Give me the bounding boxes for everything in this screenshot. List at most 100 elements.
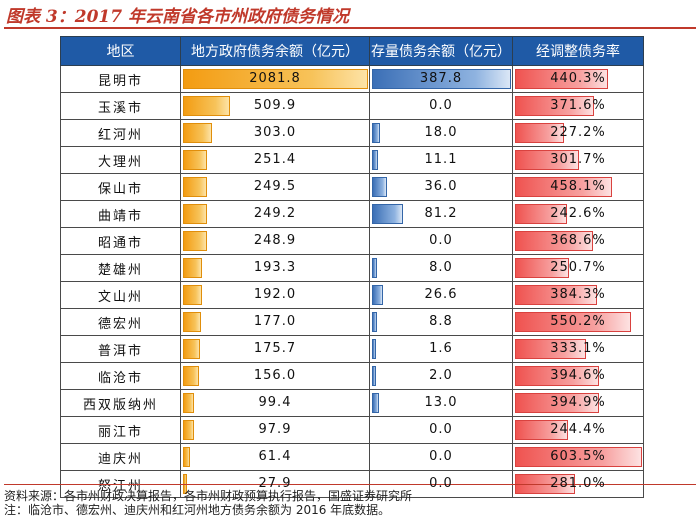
adjusted-ratio-value: 250.7% xyxy=(550,260,606,275)
stock-debt-cell: 0.0 xyxy=(369,92,513,120)
adjusted-ratio-cell: 384.3% xyxy=(512,281,644,309)
footer-divider xyxy=(4,484,696,485)
table-row: 怒江州 27.9 0.0 281.0% xyxy=(60,470,644,498)
table-row: 玉溪市 509.9 0.0 371.6% xyxy=(60,92,644,120)
region-name: 昭通市 xyxy=(60,227,181,255)
local-debt-cell: 249.2 xyxy=(180,200,370,228)
adjusted-ratio-cell: 371.6% xyxy=(512,92,644,120)
stock-debt-cell: 0.0 xyxy=(369,416,513,444)
stock-debt-cell: 1.6 xyxy=(369,335,513,363)
local-debt-value: 249.2 xyxy=(253,206,297,221)
local-debt-value: 61.4 xyxy=(258,449,292,464)
local-debt-bar xyxy=(183,420,194,440)
stock-debt-cell: 13.0 xyxy=(369,389,513,417)
adjusted-ratio-bar xyxy=(515,393,599,413)
region-name: 大理州 xyxy=(60,146,181,174)
adjusted-ratio-bar xyxy=(515,177,612,197)
local-debt-cell: 156.0 xyxy=(180,362,370,390)
local-debt-cell: 61.4 xyxy=(180,443,370,471)
table-row: 曲靖市 249.2 81.2 242.6% xyxy=(60,200,644,228)
table-row: 文山州 192.0 26.6 384.3% xyxy=(60,281,644,309)
stock-debt-value: 11.1 xyxy=(424,152,458,167)
table-row: 德宏州 177.0 8.8 550.2% xyxy=(60,308,644,336)
adjusted-ratio-bar xyxy=(515,231,594,251)
adjusted-ratio-bar xyxy=(515,339,586,359)
local-debt-value: 192.0 xyxy=(253,287,297,302)
stock-debt-bar xyxy=(372,366,376,386)
table-row: 迪庆州 61.4 0.0 603.5% xyxy=(60,443,644,471)
stock-debt-cell: 0.0 xyxy=(369,443,513,471)
stock-debt-bar xyxy=(372,285,384,305)
stock-debt-cell: 8.0 xyxy=(369,254,513,282)
adjusted-ratio-cell: 394.6% xyxy=(512,362,644,390)
local-debt-bar xyxy=(183,150,208,170)
local-debt-value: 2081.8 xyxy=(249,71,301,86)
stock-debt-bar xyxy=(372,177,387,197)
local-debt-bar xyxy=(183,123,212,143)
adjusted-ratio-cell: 301.7% xyxy=(512,146,644,174)
local-debt-cell: 248.9 xyxy=(180,227,370,255)
adjusted-ratio-value: 371.6% xyxy=(550,98,606,113)
local-debt-value: 156.0 xyxy=(253,368,297,383)
page-title: 图表 3：2017 年云南省各市州政府债务情况 xyxy=(6,7,349,27)
local-debt-bar xyxy=(183,366,199,386)
table-row: 昆明市 2081.8 387.8 440.3% xyxy=(60,65,644,93)
local-debt-bar xyxy=(183,258,202,278)
region-name: 文山州 xyxy=(60,281,181,309)
local-debt-cell: 303.0 xyxy=(180,119,370,147)
adjusted-ratio-cell: 250.7% xyxy=(512,254,644,282)
stock-debt-bar xyxy=(372,123,381,143)
adjusted-ratio-bar xyxy=(515,123,565,143)
stock-debt-value: 1.6 xyxy=(429,341,453,356)
region-name: 临沧市 xyxy=(60,362,181,390)
stock-debt-value: 81.2 xyxy=(424,206,458,221)
stock-debt-bar xyxy=(372,312,378,332)
region-name: 玉溪市 xyxy=(60,92,181,120)
adjusted-ratio-value: 227.2% xyxy=(550,125,606,140)
region-name: 丽江市 xyxy=(60,416,181,444)
adjusted-ratio-cell: 394.9% xyxy=(512,389,644,417)
local-debt-bar xyxy=(183,447,191,467)
table-row: 大理州 251.4 11.1 301.7% xyxy=(60,146,644,174)
stock-debt-bar xyxy=(372,258,377,278)
stock-debt-bar xyxy=(372,393,379,413)
local-debt-cell: 99.4 xyxy=(180,389,370,417)
adjusted-ratio-value: 368.6% xyxy=(550,233,606,248)
local-debt-value: 509.9 xyxy=(253,98,297,113)
local-debt-cell: 251.4 xyxy=(180,146,370,174)
adjusted-ratio-cell: 550.2% xyxy=(512,308,644,336)
stock-debt-cell: 8.8 xyxy=(369,308,513,336)
adjusted-ratio-cell: 244.4% xyxy=(512,416,644,444)
header-local-debt: 地方政府债务余额（亿元） xyxy=(180,36,370,66)
adjusted-ratio-value: 244.4% xyxy=(550,422,606,437)
stock-debt-value: 2.0 xyxy=(429,368,453,383)
stock-debt-value: 0.0 xyxy=(429,233,453,248)
region-name: 西双版纳州 xyxy=(60,389,181,417)
local-debt-bar xyxy=(183,393,194,413)
stock-debt-cell: 0.0 xyxy=(369,470,513,498)
adjusted-ratio-value: 384.3% xyxy=(550,287,606,302)
adjusted-ratio-cell: 603.5% xyxy=(512,443,644,471)
adjusted-ratio-value: 301.7% xyxy=(550,152,606,167)
adjusted-ratio-cell: 242.6% xyxy=(512,200,644,228)
adjusted-ratio-bar xyxy=(515,366,599,386)
local-debt-cell: 2081.8 xyxy=(180,65,370,93)
table-row: 红河州 303.0 18.0 227.2% xyxy=(60,119,644,147)
table-row: 临沧市 156.0 2.0 394.6% xyxy=(60,362,644,390)
stock-debt-cell: 0.0 xyxy=(369,227,513,255)
stock-debt-value: 26.6 xyxy=(424,287,458,302)
local-debt-value: 249.5 xyxy=(253,179,297,194)
stock-debt-value: 0.0 xyxy=(429,476,453,491)
adjusted-ratio-bar xyxy=(515,96,594,116)
stock-debt-cell: 36.0 xyxy=(369,173,513,201)
local-debt-bar xyxy=(183,96,230,116)
header-region: 地区 xyxy=(60,36,181,66)
local-debt-bar xyxy=(183,204,207,224)
adjusted-ratio-value: 281.0% xyxy=(550,476,606,491)
stock-debt-bar xyxy=(372,150,378,170)
local-debt-cell: 509.9 xyxy=(180,92,370,120)
adjusted-ratio-cell: 458.1% xyxy=(512,173,644,201)
stock-debt-value: 0.0 xyxy=(429,98,453,113)
adjusted-ratio-value: 603.5% xyxy=(550,449,606,464)
region-name: 保山市 xyxy=(60,173,181,201)
